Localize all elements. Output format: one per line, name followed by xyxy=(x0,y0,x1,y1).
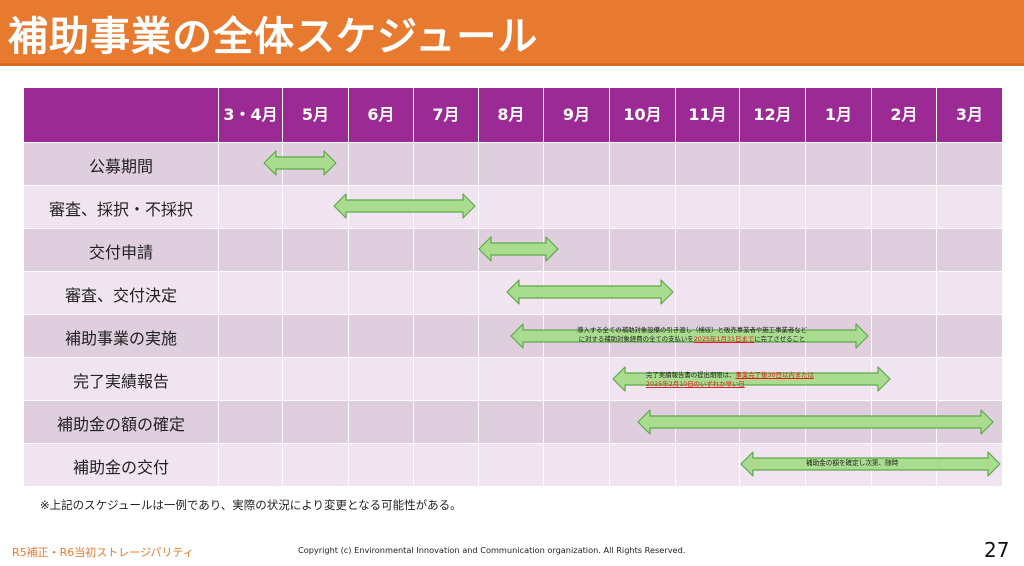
month-header-5: 5月 xyxy=(282,88,348,142)
column-divider xyxy=(413,142,414,486)
page-number: 27 xyxy=(984,538,1010,562)
footnote: ※上記のスケジュールは一例であり、実際の状況により変更となる可能性がある。 xyxy=(40,498,462,512)
row-label-grant-payment: 補助金の交付 xyxy=(72,457,169,477)
row-label-completion-report: 完了実績報告 xyxy=(72,371,169,391)
column-divider xyxy=(871,142,872,486)
column-divider xyxy=(478,142,479,486)
title-bar: 補助事業の全体スケジュール xyxy=(0,0,1024,66)
report-deadline-highlight: 事業完了後30日以内または xyxy=(735,371,814,379)
column-divider xyxy=(543,142,544,486)
table-row: 審査、採択・不採択 xyxy=(24,185,1002,228)
arrow-grant-application xyxy=(478,236,559,262)
column-divider xyxy=(609,142,610,486)
column-divider xyxy=(218,142,219,486)
implementation-note-line2: に対する補助対象経費の全ての支払いを2025年1月31日までに完了させること xyxy=(578,335,806,343)
deadline-highlight: 2025年1月31日まで xyxy=(693,335,755,343)
month-header-10: 10月 xyxy=(609,88,675,142)
arrow-grant-payment xyxy=(740,451,1001,477)
arrow-public-offering xyxy=(263,150,337,176)
completion-report-note: 完了実績報告書の提出期限は、事業完了後30日以内または 2025年2月10日のい… xyxy=(646,371,886,389)
implementation-note-line1: 導入する全ての補助対象設備の引き渡し（検収）と販売事業者や施工事業者など xyxy=(576,326,808,334)
row-label-amount-determination: 補助金の額の確定 xyxy=(56,414,185,434)
month-header-9: 9月 xyxy=(543,88,609,142)
month-header-7: 7月 xyxy=(413,88,478,142)
month-header-6: 6月 xyxy=(348,88,413,142)
report-note-line2: 2025年2月10日のいずれか早い日 xyxy=(646,380,745,388)
page-title: 補助事業の全体スケジュール xyxy=(8,14,539,60)
schedule-table: 3・4月 5月 6月 7月 8月 9月 10月 11月 12月 1月 2月 3月… xyxy=(24,88,1002,486)
header-blank-cell xyxy=(24,88,218,142)
column-divider xyxy=(348,142,349,486)
arrow-amount-determination xyxy=(637,409,994,435)
footer-program-name: R5補正・R6当初ストレージパリティ xyxy=(12,546,194,559)
row-label-project-implementation: 補助事業の実施 xyxy=(64,328,177,348)
row-label-grant-application: 交付申請 xyxy=(88,242,153,262)
column-divider xyxy=(739,142,740,486)
row-label-public-offering: 公募期間 xyxy=(88,156,153,176)
report-note-line1: 完了実績報告書の提出期限は、事業完了後30日以内または xyxy=(646,371,814,379)
column-divider xyxy=(936,142,937,486)
month-header-row: 3・4月 5月 6月 7月 8月 9月 10月 11月 12月 1月 2月 3月 xyxy=(24,88,1002,142)
month-header-1: 1月 xyxy=(805,88,871,142)
month-header-11: 11月 xyxy=(675,88,739,142)
grant-payment-note: 補助金の額を確定し次第、随時 xyxy=(806,459,899,467)
month-header-3: 3月 xyxy=(936,88,1002,142)
implementation-note: 導入する全ての補助対象設備の引き渡し（検収）と販売事業者や施工事業者など に対す… xyxy=(522,326,862,344)
month-header-8: 8月 xyxy=(478,88,543,142)
row-label-screening-selection: 審査、採択・不採択 xyxy=(48,199,193,219)
month-header-3-4: 3・4月 xyxy=(218,88,282,142)
month-header-12: 12月 xyxy=(739,88,805,142)
arrow-project-implementation xyxy=(510,323,869,349)
copyright-text: Copyright (c) Environmental Innovation a… xyxy=(298,545,686,555)
row-label-screening-grant-decision: 審査、交付決定 xyxy=(64,285,177,305)
column-divider xyxy=(282,142,283,486)
arrow-completion-report xyxy=(612,366,891,392)
arrow-screening-selection xyxy=(333,193,476,219)
column-divider xyxy=(805,142,806,486)
arrow-screening-grant-decision xyxy=(506,279,674,305)
table-row: 公募期間 xyxy=(24,142,1002,185)
month-header-2: 2月 xyxy=(871,88,936,142)
column-divider xyxy=(675,142,676,486)
